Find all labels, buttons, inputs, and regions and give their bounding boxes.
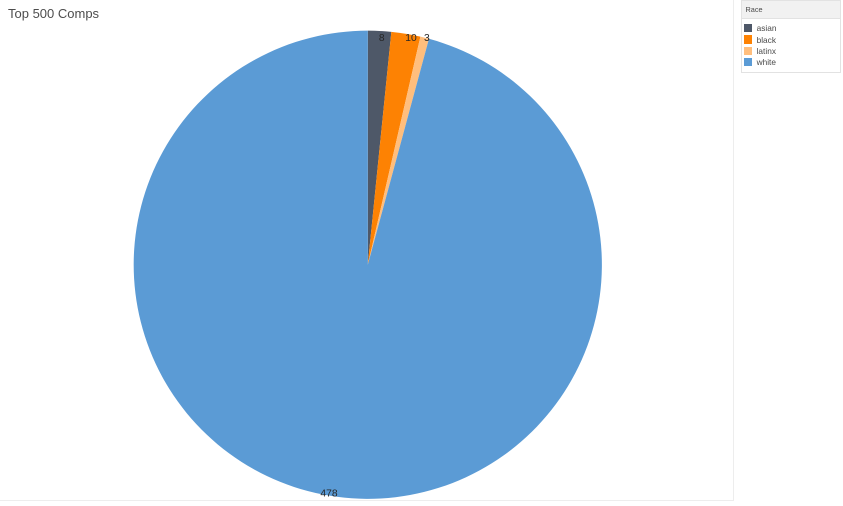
svg-text:8: 8 [379,33,385,44]
svg-text:478: 478 [320,488,337,499]
svg-text:10: 10 [405,33,417,44]
svg-text:3: 3 [424,33,430,44]
